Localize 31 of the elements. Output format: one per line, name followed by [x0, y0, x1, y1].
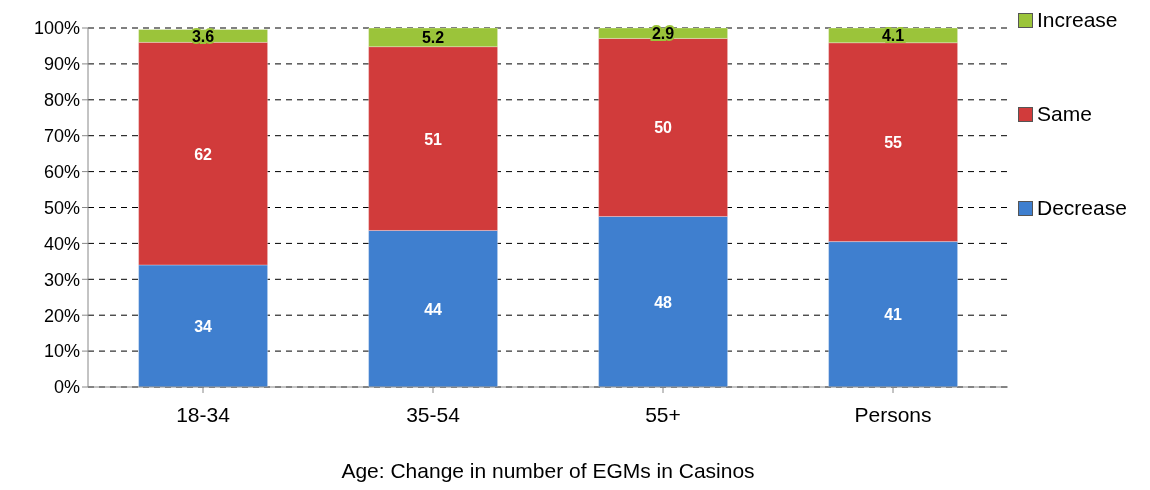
legend-label: Increase: [1037, 8, 1118, 32]
y-tick-label: 0%: [53, 377, 80, 398]
data-label: 2.9: [651, 25, 675, 43]
legend-label: Same: [1037, 102, 1092, 126]
data-label: 44: [424, 300, 443, 318]
x-tick-label: 55+: [645, 402, 681, 426]
data-label: 55: [884, 134, 903, 152]
y-tick-label: 100%: [33, 18, 80, 39]
x-tick-label: 35-54: [406, 402, 461, 426]
y-tick-label: 20%: [43, 305, 80, 326]
data-label: 34: [194, 317, 213, 335]
y-tick-label: 30%: [43, 269, 80, 290]
data-label: 4.1: [881, 27, 905, 45]
y-tick-label: 10%: [43, 341, 80, 362]
y-tick-label: 60%: [43, 161, 80, 182]
y-tick-label: 90%: [43, 54, 80, 75]
data-label: 3.6: [191, 27, 215, 45]
y-tick-label: 50%: [43, 197, 80, 218]
data-label: 51: [424, 130, 443, 148]
data-label: 41: [884, 306, 903, 324]
data-label: 62: [194, 145, 213, 163]
y-tick-label: 80%: [43, 90, 80, 111]
y-tick-label: 40%: [43, 233, 80, 254]
legend-label: Decrease: [1037, 196, 1127, 220]
x-axis-title: Age: Change in number of EGMs in Casinos: [341, 459, 755, 482]
data-label: 5.2: [421, 29, 445, 47]
y-tick-label: 70%: [43, 126, 80, 147]
x-tick-label: Persons: [854, 402, 932, 426]
data-label: 50: [654, 119, 673, 137]
data-label: 48: [654, 293, 673, 311]
x-tick-label: 18-34: [176, 402, 231, 426]
